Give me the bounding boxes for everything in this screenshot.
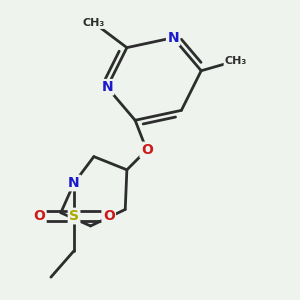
Text: N: N: [167, 31, 179, 45]
Text: N: N: [101, 80, 113, 94]
Text: CH₃: CH₃: [83, 18, 105, 28]
Text: S: S: [69, 209, 79, 223]
Text: O: O: [33, 209, 45, 223]
Text: O: O: [103, 209, 115, 223]
Text: N: N: [68, 176, 80, 190]
Text: CH₃: CH₃: [225, 56, 247, 66]
Text: O: O: [141, 143, 153, 157]
